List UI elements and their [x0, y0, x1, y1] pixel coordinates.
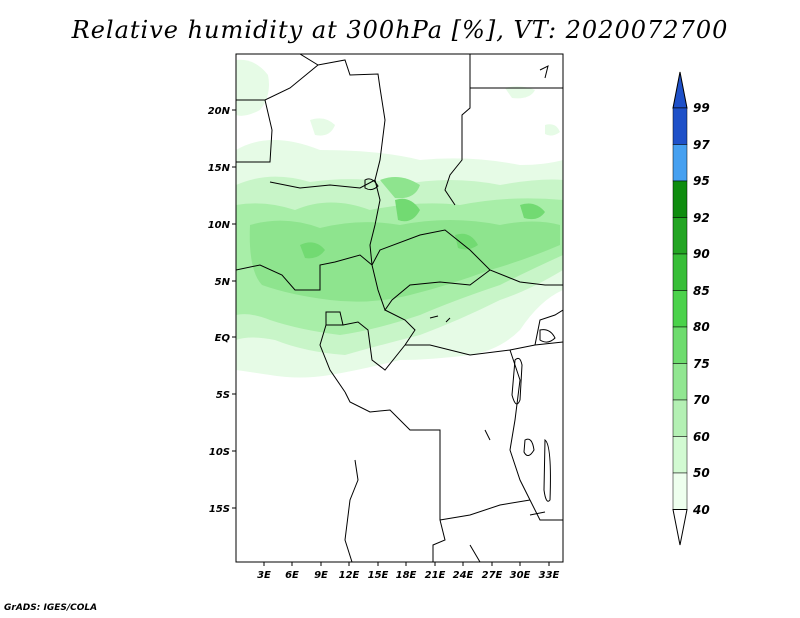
colorbar-swatch-95: [672, 180, 688, 218]
colorbar-label: 92: [693, 211, 710, 225]
lat-label: 15S: [209, 504, 230, 515]
colorbar-label: 80: [693, 320, 710, 334]
colorbar-swatch-70: [672, 399, 688, 437]
colorbar-top-arrow: [672, 71, 688, 109]
map-title: Relative humidity at 300hPa [%], VT: 202…: [71, 16, 729, 44]
colorbar-labels: 99 97 95 92 90 85 80 75 70 60 50 40: [692, 101, 710, 517]
colorbar-label: 70: [693, 393, 710, 407]
colorbar: [672, 71, 688, 546]
country-borders: [236, 54, 563, 562]
humidity-shading: [236, 59, 563, 378]
colorbar-swatch-97: [672, 144, 688, 182]
colorbar-label: 40: [692, 503, 710, 517]
colorbar-label: 95: [693, 174, 710, 188]
lon-label: 6E: [285, 570, 299, 581]
colorbar-label: 99: [693, 101, 710, 115]
lon-tick-marks: [263, 562, 550, 566]
lake-outlines: [364, 65, 556, 516]
lat-label: 10S: [209, 447, 230, 458]
lon-label: 21E: [425, 570, 446, 581]
lat-label: 5N: [215, 277, 231, 288]
lon-label: 33E: [539, 570, 560, 581]
colorbar-label: 75: [693, 357, 710, 371]
colorbar-label: 60: [693, 430, 710, 444]
lon-label: 27E: [482, 570, 503, 581]
lon-label: 24E: [453, 570, 474, 581]
lat-label: 20N: [208, 106, 231, 117]
lon-label: 9E: [314, 570, 328, 581]
lon-label: 18E: [396, 570, 417, 581]
lat-label: 15N: [208, 163, 231, 174]
map-frame: [235, 53, 564, 563]
colorbar-label: 50: [693, 466, 710, 480]
colorbar-swatch-80: [672, 326, 688, 364]
lat-tick-marks: [232, 109, 236, 509]
colorbar-label: 97: [693, 138, 710, 152]
lon-labels: 3E 6E 9E 12E 15E 18E 21E 24E 27E 30E 33E: [257, 570, 559, 581]
lat-label: EQ: [215, 333, 231, 344]
colorbar-swatch-85: [672, 290, 688, 328]
lon-label: 3E: [257, 570, 271, 581]
lon-label: 12E: [339, 570, 360, 581]
colorbar-swatch-60: [672, 436, 688, 474]
colorbar-swatch-90: [672, 253, 688, 291]
humidity-band-75: [300, 198, 545, 259]
colorbar-label: 85: [693, 284, 710, 298]
lon-label: 30E: [510, 570, 531, 581]
lat-label: 5S: [216, 390, 230, 401]
colorbar-label: 90: [693, 247, 710, 261]
lon-label: 15E: [368, 570, 389, 581]
lat-labels: 20N 15N 10N 5N EQ 5S 10S 15S: [208, 106, 231, 515]
credit-label: GrADS: IGES/COLA: [4, 603, 98, 613]
humidity-band-70: [249, 176, 560, 302]
colorbar-swatch-75: [672, 363, 688, 401]
colorbar-swatch-92: [672, 217, 688, 255]
colorbar-swatch-50: [672, 472, 688, 510]
colorbar-bottom-arrow: [672, 509, 688, 546]
colorbar-swatch-99: [672, 107, 688, 145]
lat-label: 10N: [208, 220, 231, 231]
